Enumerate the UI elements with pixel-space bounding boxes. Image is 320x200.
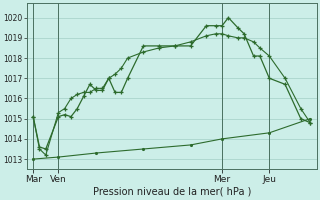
X-axis label: Pression niveau de la mer( hPa ): Pression niveau de la mer( hPa ) <box>92 187 251 197</box>
